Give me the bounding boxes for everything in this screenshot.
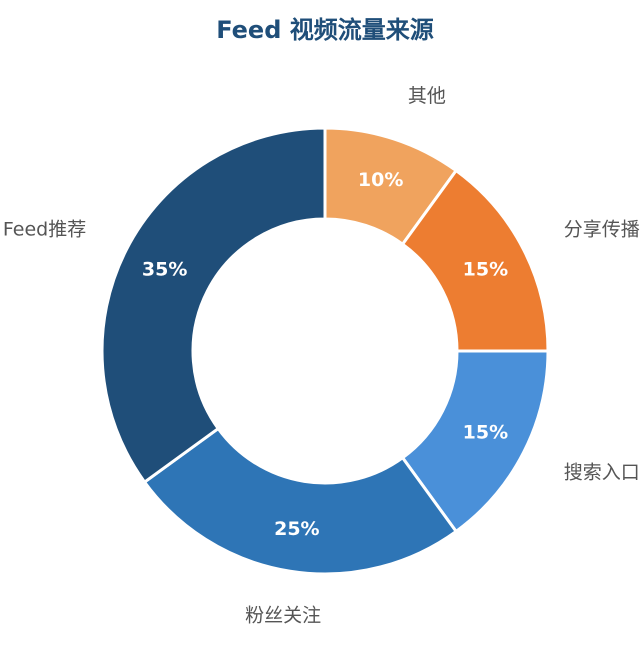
chart-title: Feed 视频流量来源 [216,16,434,44]
percentage-labels: 10% 15% 15% 25% 35% [142,169,508,540]
slice-percent-label-0: 10% [358,169,403,191]
slice-name-label-1: 分享传播 [564,218,640,240]
slice-percent-label-1: 15% [463,258,508,280]
slice-name-label-2: 搜索入口 [564,462,640,484]
slice-name-label-0: 其他 [408,85,446,107]
slice-3 [143,427,458,576]
slice-4 [100,126,327,484]
slice-percent-label-2: 15% [463,422,508,444]
slice-name-label-3: 粉丝关注 [245,605,321,627]
slice-name-label-4: Feed推荐 [3,218,86,240]
slice-percent-label-4: 35% [142,258,187,280]
donut-slices [100,126,550,576]
slice-percent-label-3: 25% [274,518,319,540]
